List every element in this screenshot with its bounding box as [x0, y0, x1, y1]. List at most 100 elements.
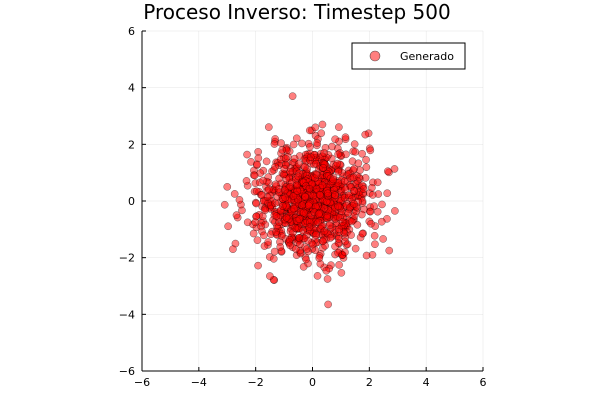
data-point [325, 221, 334, 230]
data-point [312, 231, 320, 239]
x-tick-label: 2 [366, 376, 373, 389]
data-point [272, 228, 280, 236]
data-point [281, 193, 290, 202]
data-point [341, 248, 349, 257]
data-point [243, 150, 251, 159]
data-point [304, 201, 313, 210]
data-point [342, 150, 350, 159]
data-point [322, 266, 331, 275]
y-tick-label: 4 [128, 82, 135, 95]
data-point [286, 241, 294, 250]
data-point [377, 217, 386, 226]
data-point [315, 254, 324, 263]
data-point [313, 139, 322, 147]
data-point [306, 142, 314, 151]
data-point [354, 159, 363, 168]
data-point [366, 146, 375, 155]
data-point [249, 229, 258, 238]
data-point [295, 215, 304, 224]
data-point [306, 153, 315, 162]
data-point [370, 231, 379, 240]
data-point [349, 173, 358, 182]
data-point [351, 148, 360, 156]
data-point [391, 207, 399, 215]
data-point [292, 134, 301, 143]
data-point [379, 235, 387, 243]
data-point [290, 154, 299, 163]
data-point [373, 178, 382, 187]
x-tick-label: 4 [423, 376, 430, 389]
data-point [351, 244, 360, 253]
data-point [259, 231, 268, 240]
data-point [272, 212, 281, 220]
data-point [261, 206, 269, 215]
data-point [229, 245, 237, 254]
data-point [390, 165, 399, 173]
data-point [277, 232, 286, 240]
data-point [368, 191, 377, 199]
data-point [350, 187, 358, 195]
data-point [294, 159, 303, 168]
data-point [378, 200, 386, 209]
data-point [370, 202, 378, 211]
tick-labels: −6 −4 −2 0 2 4 6 −6 −4 −2 0 2 4 6 [119, 25, 487, 389]
data-point [361, 130, 370, 139]
data-point [350, 140, 359, 148]
data-point [315, 190, 324, 199]
data-point [281, 154, 290, 163]
data-point [362, 163, 371, 172]
data-point [302, 245, 311, 253]
data-point [323, 189, 332, 198]
data-point [320, 227, 329, 235]
data-point [368, 183, 376, 192]
data-point [270, 140, 279, 148]
data-point [338, 218, 347, 226]
data-point [271, 162, 279, 171]
data-point [224, 222, 232, 231]
data-point [252, 199, 261, 208]
data-point [320, 149, 328, 157]
data-point [257, 191, 266, 199]
data-point [328, 142, 336, 151]
data-point [385, 246, 394, 255]
data-point [362, 251, 371, 260]
data-point [280, 164, 289, 173]
x-tick-label: −2 [248, 376, 264, 389]
data-point [333, 159, 342, 168]
data-point [282, 213, 291, 222]
data-point [235, 195, 244, 204]
data-point [289, 204, 298, 213]
data-point [318, 120, 327, 129]
legend-marker [369, 50, 381, 62]
data-point [371, 240, 379, 249]
data-point [264, 238, 273, 246]
y-tick-label: 6 [128, 25, 135, 38]
data-point [334, 167, 343, 176]
data-point [366, 207, 375, 216]
data-point [223, 182, 232, 191]
data-point [324, 300, 332, 309]
data-point [220, 200, 229, 209]
data-point [358, 229, 367, 238]
data-point [334, 202, 343, 211]
data-point [302, 255, 310, 264]
data-point [335, 225, 343, 234]
data-point [293, 181, 301, 189]
data-point [326, 234, 335, 242]
data-point [341, 185, 350, 194]
data-point [329, 175, 338, 184]
data-point [359, 185, 368, 193]
data-point [331, 242, 339, 251]
y-tick-label: −4 [119, 308, 135, 321]
data-point [305, 184, 314, 193]
data-point [289, 192, 298, 200]
data-point [295, 233, 303, 242]
legend-label: Generado [400, 50, 454, 63]
data-point [230, 190, 239, 198]
data-point [312, 170, 321, 179]
data-point [266, 272, 274, 280]
data-point [347, 217, 356, 226]
data-point [312, 159, 320, 168]
data-point [278, 202, 287, 210]
data-point [291, 224, 300, 232]
